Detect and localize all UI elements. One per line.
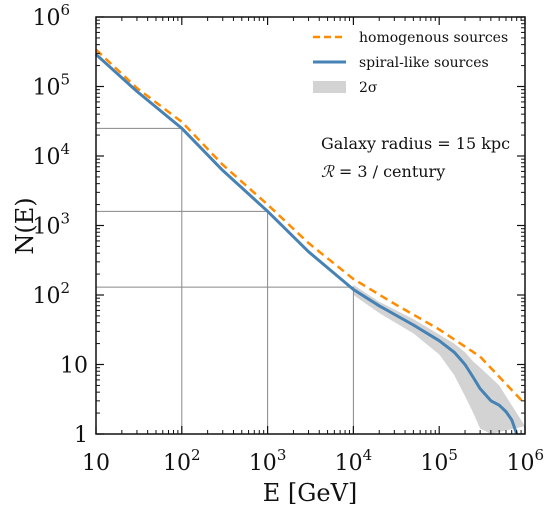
legend-label-band: 2σ bbox=[359, 80, 378, 96]
x-tick-label: 10 bbox=[82, 451, 110, 476]
x-axis-label: E [GeV] bbox=[263, 479, 358, 507]
x-tick-label: 103 bbox=[249, 446, 287, 476]
legend-label-homogenous: homogenous sources bbox=[359, 30, 508, 46]
legend-swatch-band bbox=[313, 81, 346, 93]
confidence-band-layer bbox=[353, 284, 525, 434]
series-layer bbox=[94, 48, 526, 435]
series-line-spiral bbox=[94, 53, 519, 435]
confidence-band bbox=[353, 284, 525, 434]
annotation-rate-symbol: ℛ bbox=[321, 162, 335, 181]
legend: homogenous sources spiral-like sources 2… bbox=[313, 30, 508, 96]
annotation: Galaxy radius = 15 kpc ℛ = 3 / century bbox=[321, 134, 510, 181]
x-tick-label: 105 bbox=[420, 446, 458, 476]
x-tick-label: 102 bbox=[163, 446, 201, 476]
annotation-rate: ℛ = 3 / century bbox=[321, 162, 445, 181]
y-tick-label: 104 bbox=[32, 140, 70, 170]
legend-label-spiral: spiral-like sources bbox=[359, 55, 489, 71]
y-tick-label: 1 bbox=[74, 423, 88, 448]
series-line-homogenous bbox=[95, 48, 526, 405]
y-tick-label: 106 bbox=[32, 1, 70, 31]
y-tick-label: 105 bbox=[32, 71, 70, 101]
x-tick-label: 106 bbox=[506, 446, 544, 476]
ticks-layer: 10 102 103 104 105 106 1 10 102 103 104 105 106 bbox=[32, 1, 544, 476]
annotation-rate-text: = 3 / century bbox=[334, 162, 445, 181]
y-tick-label: 102 bbox=[32, 279, 70, 309]
y-tick-label: 10 bbox=[60, 354, 88, 379]
y-axis-label: N(E) bbox=[11, 197, 39, 254]
annotation-galaxy-radius: Galaxy radius = 15 kpc bbox=[321, 134, 510, 153]
y-tick-label: 103 bbox=[32, 210, 70, 240]
x-tick-label: 104 bbox=[335, 446, 373, 476]
reference-lines-layer bbox=[96, 127, 354, 434]
